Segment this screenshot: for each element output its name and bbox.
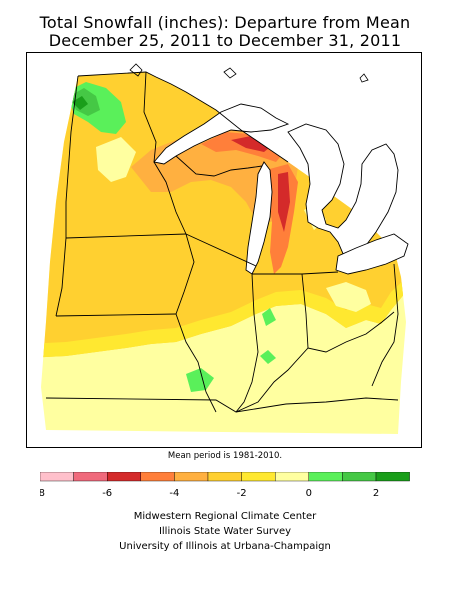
- field-green-in-north: [262, 308, 276, 326]
- legend-bin-9: [342, 472, 377, 482]
- border-ia-mo: [55, 313, 177, 317]
- lake-erie: [335, 233, 409, 275]
- border-south: [45, 397, 399, 413]
- field-green-il: [186, 368, 214, 392]
- border-wi-il: [185, 233, 257, 267]
- border-in-oh: [301, 273, 309, 349]
- field-red-up: [231, 136, 274, 152]
- mean-period-note: Mean period is 1981-2010.: [167, 451, 283, 461]
- color-legend: -8 -6 -4 -2 0 2: [40, 472, 410, 499]
- map-title-line2: December 25, 2011 to December 31, 2011: [48, 31, 402, 50]
- lake-superior: [153, 103, 290, 165]
- legend-bin-2: [106, 472, 141, 482]
- legend-bin-4: [174, 472, 209, 482]
- field-green-in: [260, 350, 276, 364]
- legend-bin-5: [207, 472, 242, 482]
- field-pale-mn: [96, 137, 136, 182]
- island-3: [359, 73, 369, 83]
- island-2: [223, 67, 237, 79]
- legend-bin-8: [308, 472, 343, 482]
- border-north: [77, 71, 289, 163]
- legend-bin-0: [40, 472, 74, 482]
- border-ia-west: [55, 237, 67, 317]
- legend-tick-label: 0: [306, 488, 312, 499]
- legend-tick-label: -2: [237, 488, 247, 499]
- legend-bin-3: [140, 472, 175, 482]
- state-borders: [45, 71, 399, 413]
- credit-line1: Midwestern Regional Climate Center: [133, 511, 317, 522]
- border-mn-wi: [143, 71, 187, 235]
- border-mi-south: [252, 271, 339, 275]
- border-mn-west: [65, 75, 79, 238]
- great-lakes: [153, 103, 409, 275]
- credit-line2: Illinois State Water Survey: [158, 526, 292, 537]
- border-ohio-river: [235, 311, 395, 413]
- border-mn-ia: [65, 233, 187, 239]
- lake-michigan: [245, 161, 273, 275]
- border-il-in: [235, 273, 259, 413]
- legend-bin-6: [241, 472, 276, 482]
- field-green-mn-darkest: [72, 96, 88, 110]
- credit-line3: University of Illinois at Urbana-Champai…: [119, 541, 331, 552]
- field-yellow: [41, 274, 406, 358]
- legend-bin-1: [73, 472, 108, 482]
- field-pale-oh-east: [356, 338, 401, 392]
- legend-bin-10: [375, 472, 410, 482]
- legend-tick-label: -8: [40, 488, 45, 499]
- map-title-line1: Total Snowfall (inches): Departure from …: [39, 13, 411, 32]
- island-1: [129, 63, 143, 77]
- field-red-michigan: [278, 172, 290, 232]
- legend-tick-label: -4: [169, 488, 179, 499]
- legend-tick-label: 2: [373, 488, 379, 499]
- legend-tick-label: -6: [102, 488, 112, 499]
- islands: [129, 63, 369, 83]
- lake-huron: [287, 123, 399, 259]
- legend-bin-7: [274, 472, 309, 482]
- snowfall-departure-map: [26, 52, 422, 448]
- border-ia-il: [175, 233, 217, 413]
- field-pale-oh: [326, 282, 371, 312]
- border-up-wi: [175, 155, 263, 177]
- border-oh-east: [371, 263, 399, 387]
